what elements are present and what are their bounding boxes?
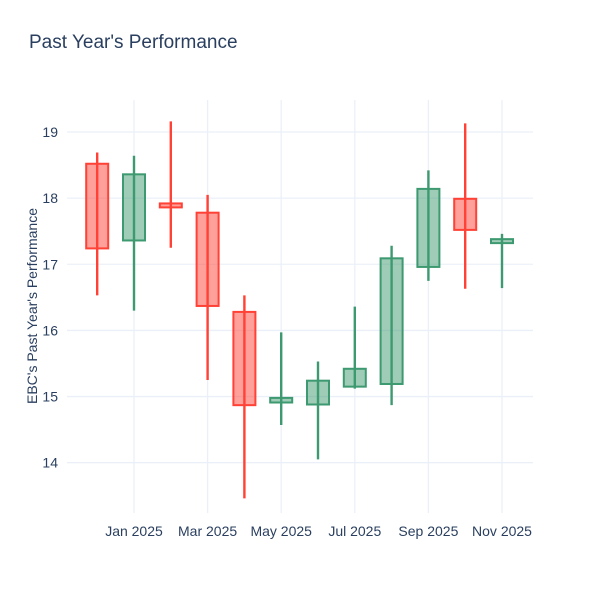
axis-layer: 14 15 16 17 18 19 Jan 2025 Mar 2025 May 2025 Jul … <box>42 124 532 539</box>
y-tick-label: 18 <box>42 190 58 206</box>
x-tick-label: May 2025 <box>250 523 312 539</box>
candle-jun-2025[interactable] <box>306 361 330 460</box>
x-tick-label: Jul 2025 <box>328 523 381 539</box>
candle-body <box>453 197 478 231</box>
candle-body <box>306 379 330 406</box>
candle-dec-2024[interactable] <box>85 152 110 296</box>
candle-apr-2025[interactable] <box>232 295 257 499</box>
y-tick-label: 16 <box>42 322 58 338</box>
x-tick-label: Mar 2025 <box>178 523 237 539</box>
grid-layer <box>67 100 533 513</box>
x-tick-label: Sep 2025 <box>398 523 458 539</box>
candle-body <box>122 173 146 242</box>
y-tick-label: 17 <box>42 256 58 272</box>
candle-body <box>195 211 220 307</box>
candle-body <box>158 202 183 209</box>
y-tick-label: 19 <box>42 124 58 140</box>
candle-sep-2025[interactable] <box>416 170 441 281</box>
candle-body <box>416 187 441 268</box>
candle-oct-2025[interactable] <box>453 123 478 289</box>
y-axis-title: EBC's Past Year's Performance <box>24 208 40 404</box>
candle-nov-2025[interactable] <box>490 233 514 289</box>
candle-body <box>85 162 110 250</box>
candle-may-2025[interactable] <box>269 332 294 426</box>
candle-jul-2025[interactable] <box>342 306 367 389</box>
candle-aug-2025[interactable] <box>379 245 404 406</box>
candle-body <box>490 238 514 245</box>
x-tick-label: Nov 2025 <box>472 523 532 539</box>
candle-feb-2025[interactable] <box>158 121 183 248</box>
candle-mar-2025[interactable] <box>195 194 220 381</box>
x-tick-label: Jan 2025 <box>105 523 163 539</box>
chart-title: Past Year's Performance <box>29 32 238 53</box>
candles-layer <box>85 121 514 499</box>
y-tick-label: 15 <box>42 389 58 405</box>
candle-body <box>379 257 404 385</box>
candle-body <box>269 396 294 404</box>
y-tick-label: 14 <box>42 455 58 471</box>
candle-body <box>232 310 257 407</box>
candle-jan-2025[interactable] <box>122 155 146 311</box>
candle-body <box>342 367 367 388</box>
